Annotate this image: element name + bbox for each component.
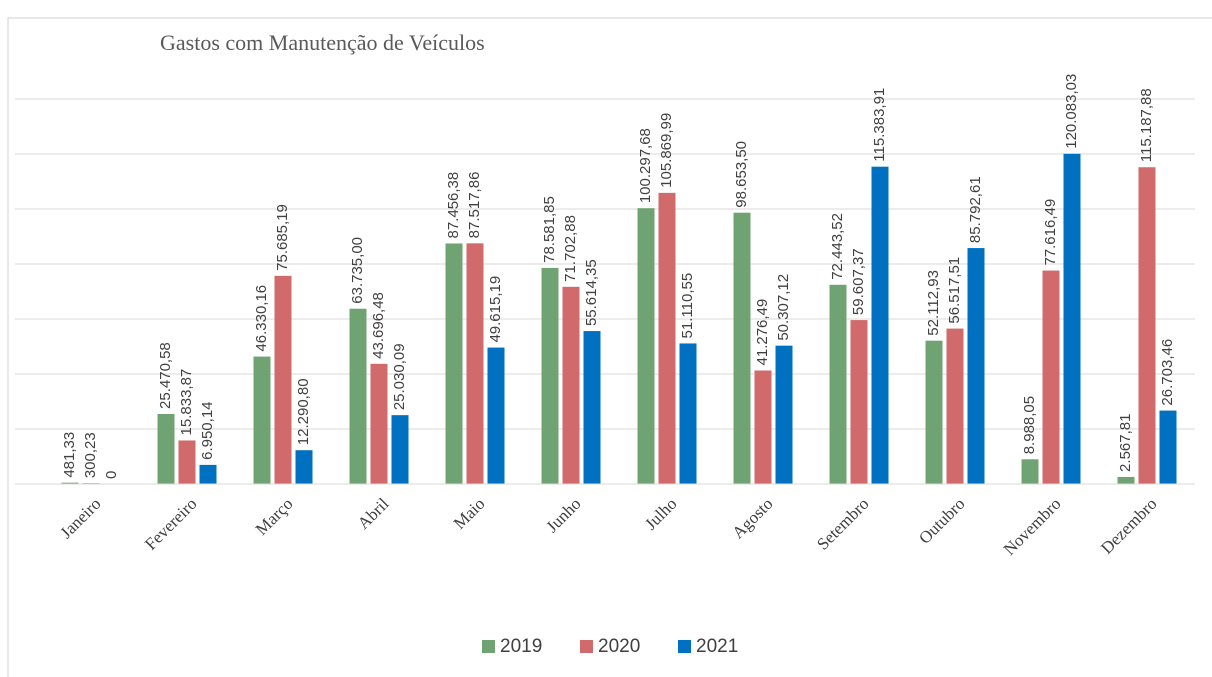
value-label: 78.581,85 bbox=[541, 196, 558, 263]
value-label: 25.030,09 bbox=[391, 343, 408, 410]
value-label: 481,33 bbox=[61, 432, 78, 478]
x-tick-label: Abril bbox=[354, 494, 393, 533]
bar bbox=[1138, 167, 1156, 484]
value-label: 55.614,35 bbox=[583, 259, 600, 326]
value-label: 2.567,81 bbox=[1117, 414, 1134, 472]
value-label: 12.290,80 bbox=[295, 378, 312, 445]
bar bbox=[583, 331, 601, 484]
bar bbox=[733, 212, 751, 484]
x-tick-label: Maio bbox=[450, 494, 489, 533]
bar bbox=[1117, 476, 1135, 484]
value-label: 6.950,14 bbox=[199, 401, 216, 459]
bar bbox=[1159, 410, 1177, 484]
legend-label: 2021 bbox=[696, 636, 738, 657]
bar bbox=[541, 267, 559, 484]
bar bbox=[946, 328, 964, 484]
value-label: 46.330,16 bbox=[253, 285, 270, 352]
bar bbox=[466, 243, 484, 484]
value-label: 56.517,51 bbox=[946, 257, 963, 324]
x-tick-label: Fevereiro bbox=[141, 494, 200, 553]
value-label: 87.517,86 bbox=[466, 172, 483, 239]
x-tick-label: Março bbox=[252, 494, 297, 539]
bar bbox=[925, 340, 943, 484]
bar bbox=[754, 370, 772, 484]
bar bbox=[61, 482, 79, 484]
value-label: 26.703,46 bbox=[1159, 339, 1176, 406]
bar bbox=[658, 192, 676, 484]
legend-swatch bbox=[580, 640, 593, 653]
value-label: 71.702,88 bbox=[562, 215, 579, 282]
bar bbox=[775, 345, 793, 484]
value-label: 100.297,68 bbox=[637, 128, 654, 203]
legend-label: 2019 bbox=[500, 636, 542, 657]
value-label: 98.653,50 bbox=[733, 141, 750, 208]
bar bbox=[295, 450, 313, 484]
bar bbox=[829, 284, 847, 484]
value-label: 8.988,05 bbox=[1021, 396, 1038, 454]
value-label: 105.869,99 bbox=[658, 113, 675, 188]
bar bbox=[199, 464, 217, 484]
bar bbox=[1063, 153, 1081, 484]
value-label: 51.110,55 bbox=[679, 273, 696, 339]
value-label: 115.383,91 bbox=[871, 88, 888, 162]
value-label: 87.456,38 bbox=[445, 172, 462, 239]
x-tick-label: Novembro bbox=[1000, 494, 1065, 559]
x-tick-label: Dezembro bbox=[1097, 494, 1161, 558]
legend-swatch bbox=[678, 640, 691, 653]
legend-label: 2020 bbox=[598, 636, 640, 657]
x-tick-label: Setembro bbox=[813, 494, 873, 554]
value-label: 43.696,48 bbox=[370, 292, 387, 359]
value-label: 63.735,00 bbox=[349, 237, 366, 304]
value-label: 59.607,37 bbox=[850, 248, 867, 315]
bar bbox=[871, 166, 889, 484]
value-label: 49.615,19 bbox=[487, 276, 504, 343]
value-label: 52.112,93 bbox=[925, 270, 942, 336]
x-tick-label: Outubro bbox=[915, 494, 969, 548]
chart-title: Gastos com Manutenção de Veículos bbox=[160, 30, 485, 55]
bar bbox=[487, 347, 505, 484]
bar bbox=[370, 363, 388, 484]
bar bbox=[445, 243, 463, 484]
bar bbox=[391, 415, 409, 484]
bar bbox=[967, 248, 985, 484]
x-tick-label: Julho bbox=[641, 494, 680, 533]
bar bbox=[562, 286, 580, 484]
bar bbox=[253, 356, 271, 484]
bar bbox=[349, 308, 367, 484]
value-label: 15.833,87 bbox=[178, 369, 195, 436]
bar bbox=[850, 320, 868, 484]
value-label: 115.187,88 bbox=[1138, 88, 1155, 162]
value-label: 85.792,61 bbox=[967, 176, 984, 243]
value-label: 0 bbox=[103, 471, 120, 479]
bar bbox=[1021, 459, 1039, 484]
bar bbox=[679, 343, 697, 484]
legend-swatch bbox=[482, 640, 495, 653]
value-label: 41.276,49 bbox=[754, 299, 771, 366]
bar bbox=[274, 275, 292, 484]
value-label: 25.470,58 bbox=[157, 342, 174, 409]
x-tick-label: Janeiro bbox=[56, 494, 104, 542]
value-label: 120.083,03 bbox=[1063, 74, 1080, 149]
value-label: 50.307,12 bbox=[775, 274, 792, 341]
bar bbox=[1042, 270, 1060, 484]
value-label: 77.616,49 bbox=[1042, 199, 1059, 266]
value-label: 75.685,19 bbox=[274, 204, 291, 271]
bar bbox=[178, 440, 196, 484]
chart-frame bbox=[7, 17, 1212, 677]
value-label: 72.443,52 bbox=[829, 213, 846, 280]
bar bbox=[637, 208, 655, 484]
x-tick-label: Agosto bbox=[728, 494, 776, 542]
value-label: 300,23 bbox=[82, 432, 99, 478]
x-tick-label: Junho bbox=[542, 494, 584, 536]
bar bbox=[157, 413, 175, 484]
